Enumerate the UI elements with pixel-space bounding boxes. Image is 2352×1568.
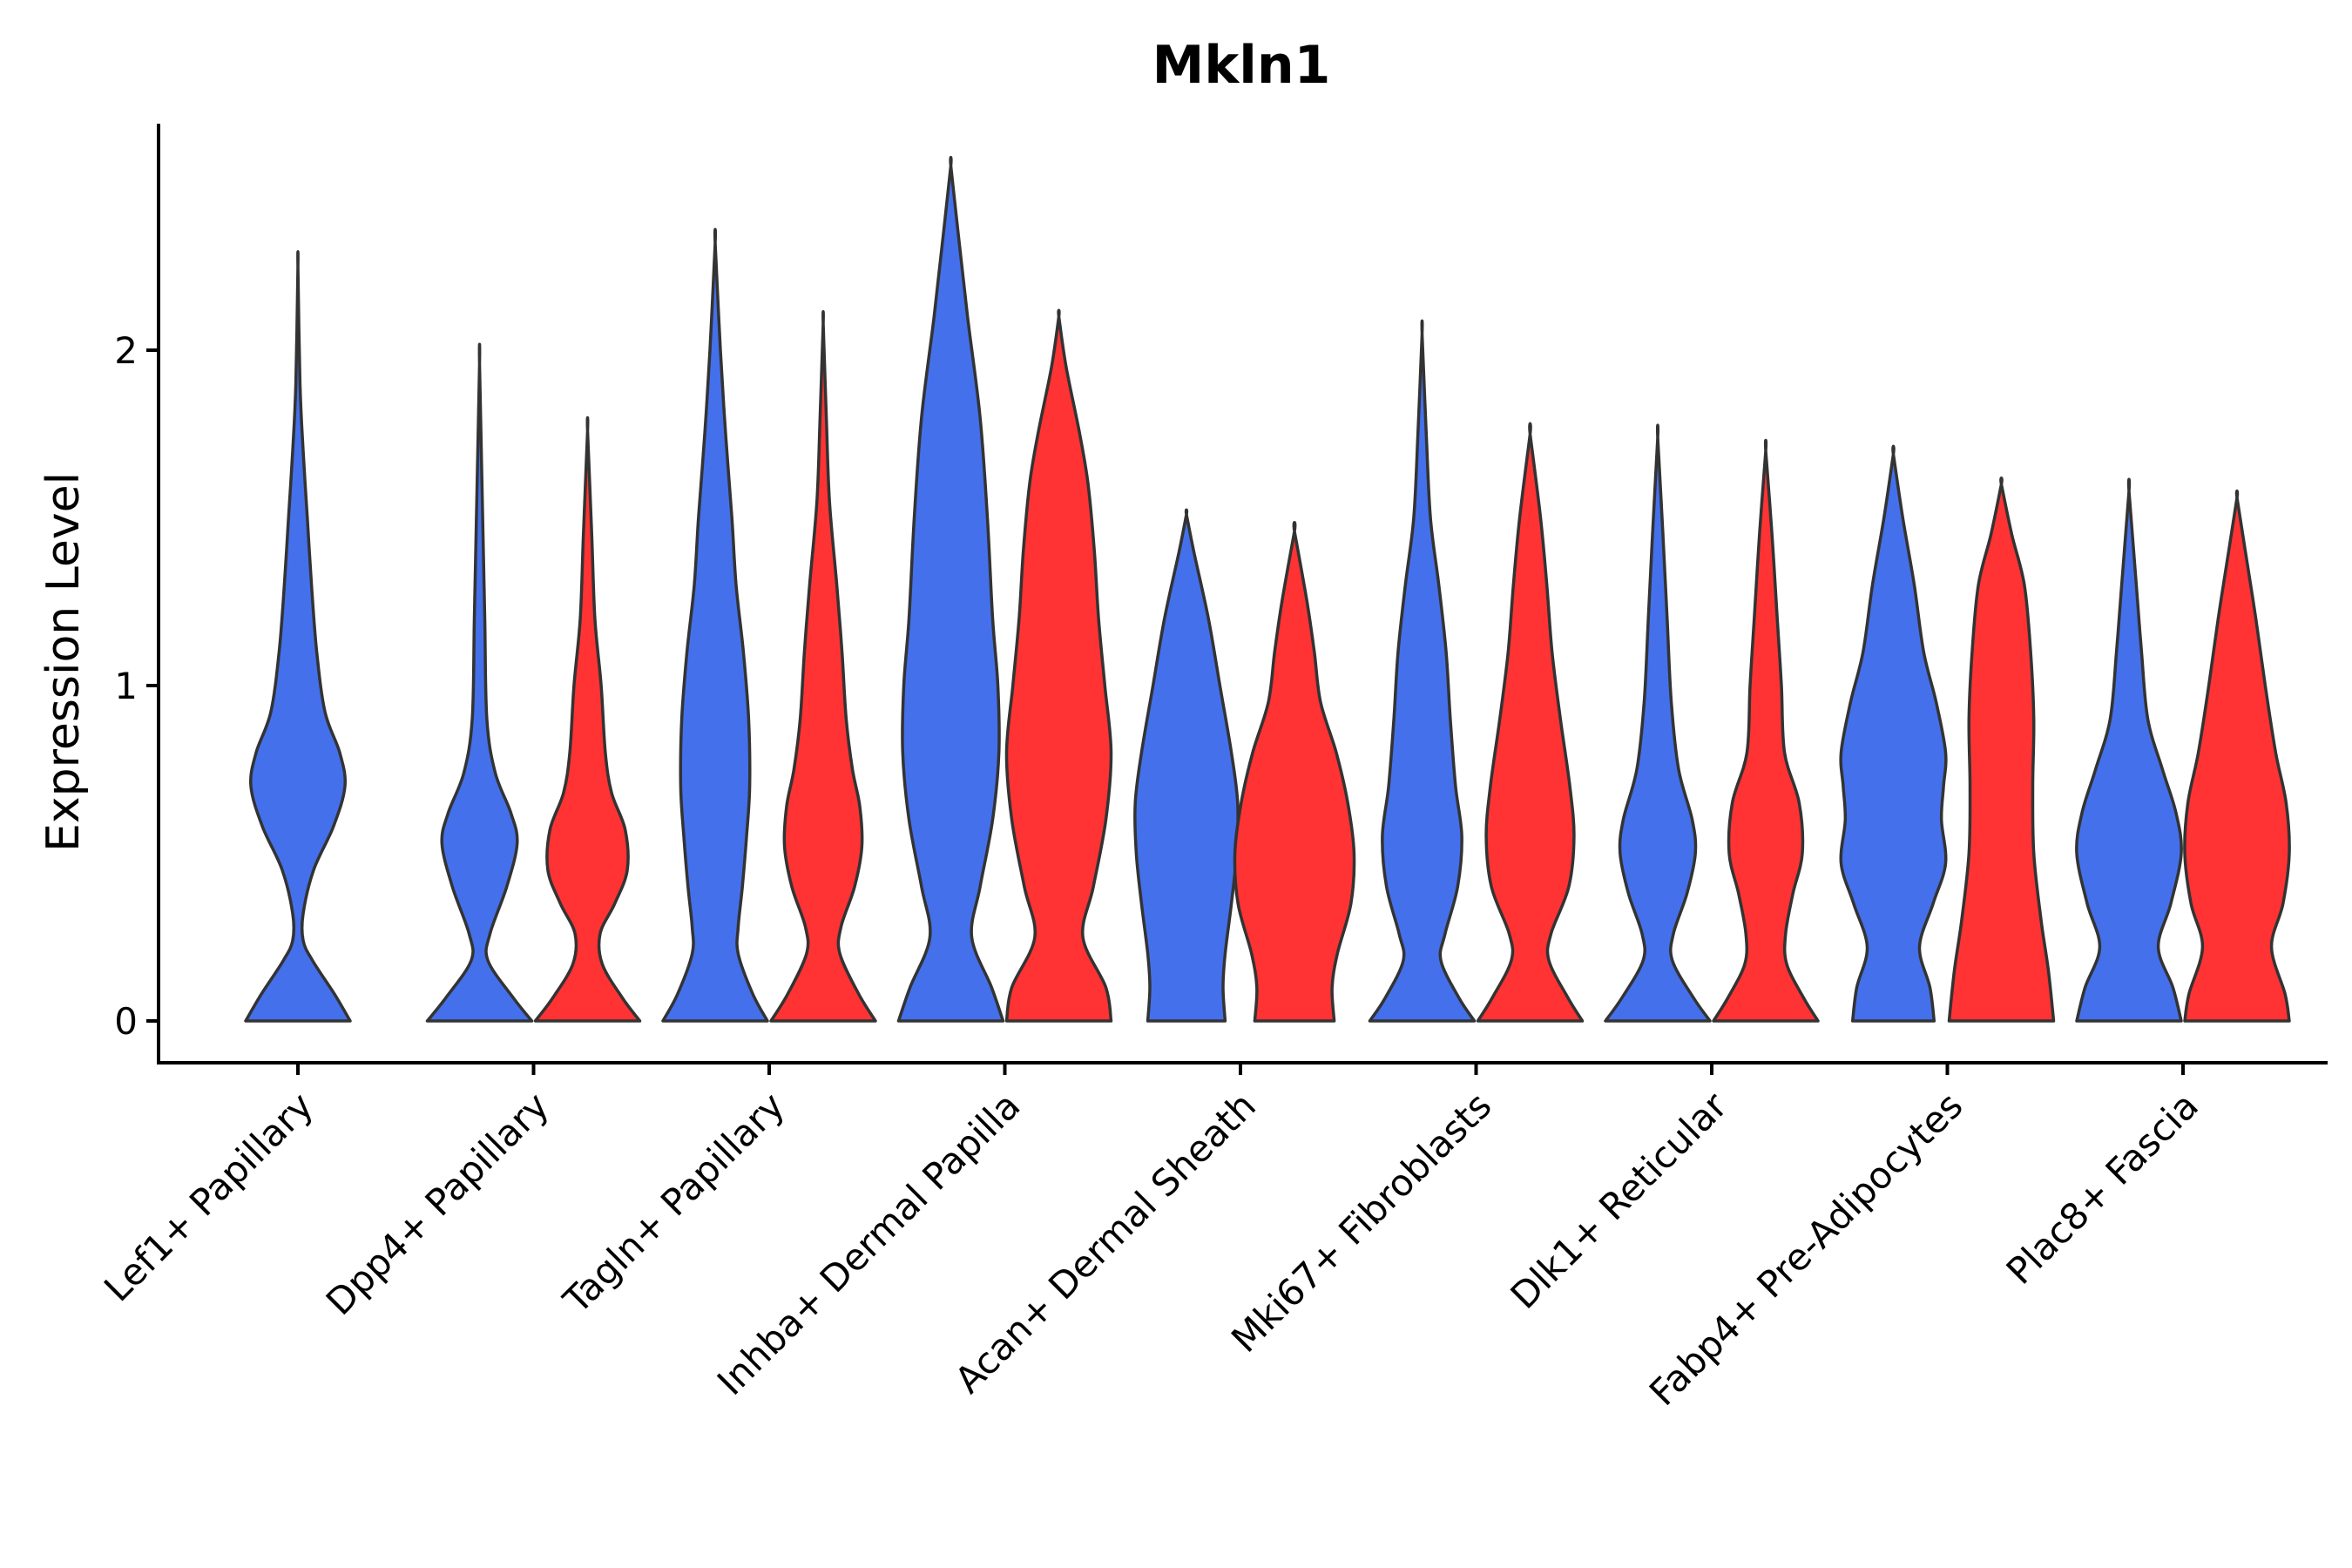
violin xyxy=(896,155,1005,1023)
violin xyxy=(769,309,877,1023)
y-tick-label: 2 xyxy=(114,329,138,372)
x-tick-label: Mki67+ Fibroblasts xyxy=(1223,1084,1499,1360)
violin xyxy=(1712,438,1820,1023)
x-tick-label: Tagln+ Papillary xyxy=(555,1084,793,1321)
violin xyxy=(1233,521,1356,1023)
violin xyxy=(1604,423,1712,1023)
y-axis-label: Expression Level xyxy=(37,472,90,852)
violin xyxy=(1947,476,2056,1023)
violin xyxy=(2183,489,2291,1023)
x-tick-label: Lef1+ Papillary xyxy=(96,1084,321,1309)
x-tick-label: Dlk1+ Reticular xyxy=(1503,1084,1736,1317)
x-tick-label: Plac8+ Fascia xyxy=(1998,1084,2207,1292)
violin xyxy=(2075,477,2183,1023)
x-tick-label: Dpp4+ Papillary xyxy=(318,1084,558,1323)
violin xyxy=(1839,444,1948,1023)
violin xyxy=(1004,308,1113,1023)
violin xyxy=(244,250,352,1023)
violin xyxy=(1133,508,1240,1023)
violin xyxy=(661,227,769,1023)
violin xyxy=(1368,319,1477,1023)
violin xyxy=(425,342,534,1023)
violin xyxy=(533,416,642,1023)
y-tick-label: 0 xyxy=(114,1000,138,1043)
violin xyxy=(1476,422,1585,1023)
y-tick-label: 1 xyxy=(114,665,138,707)
violin-layer xyxy=(244,155,2291,1023)
chart-title: Mkln1 xyxy=(1152,35,1331,96)
y-ticks: 0 1 2 xyxy=(114,329,159,1043)
